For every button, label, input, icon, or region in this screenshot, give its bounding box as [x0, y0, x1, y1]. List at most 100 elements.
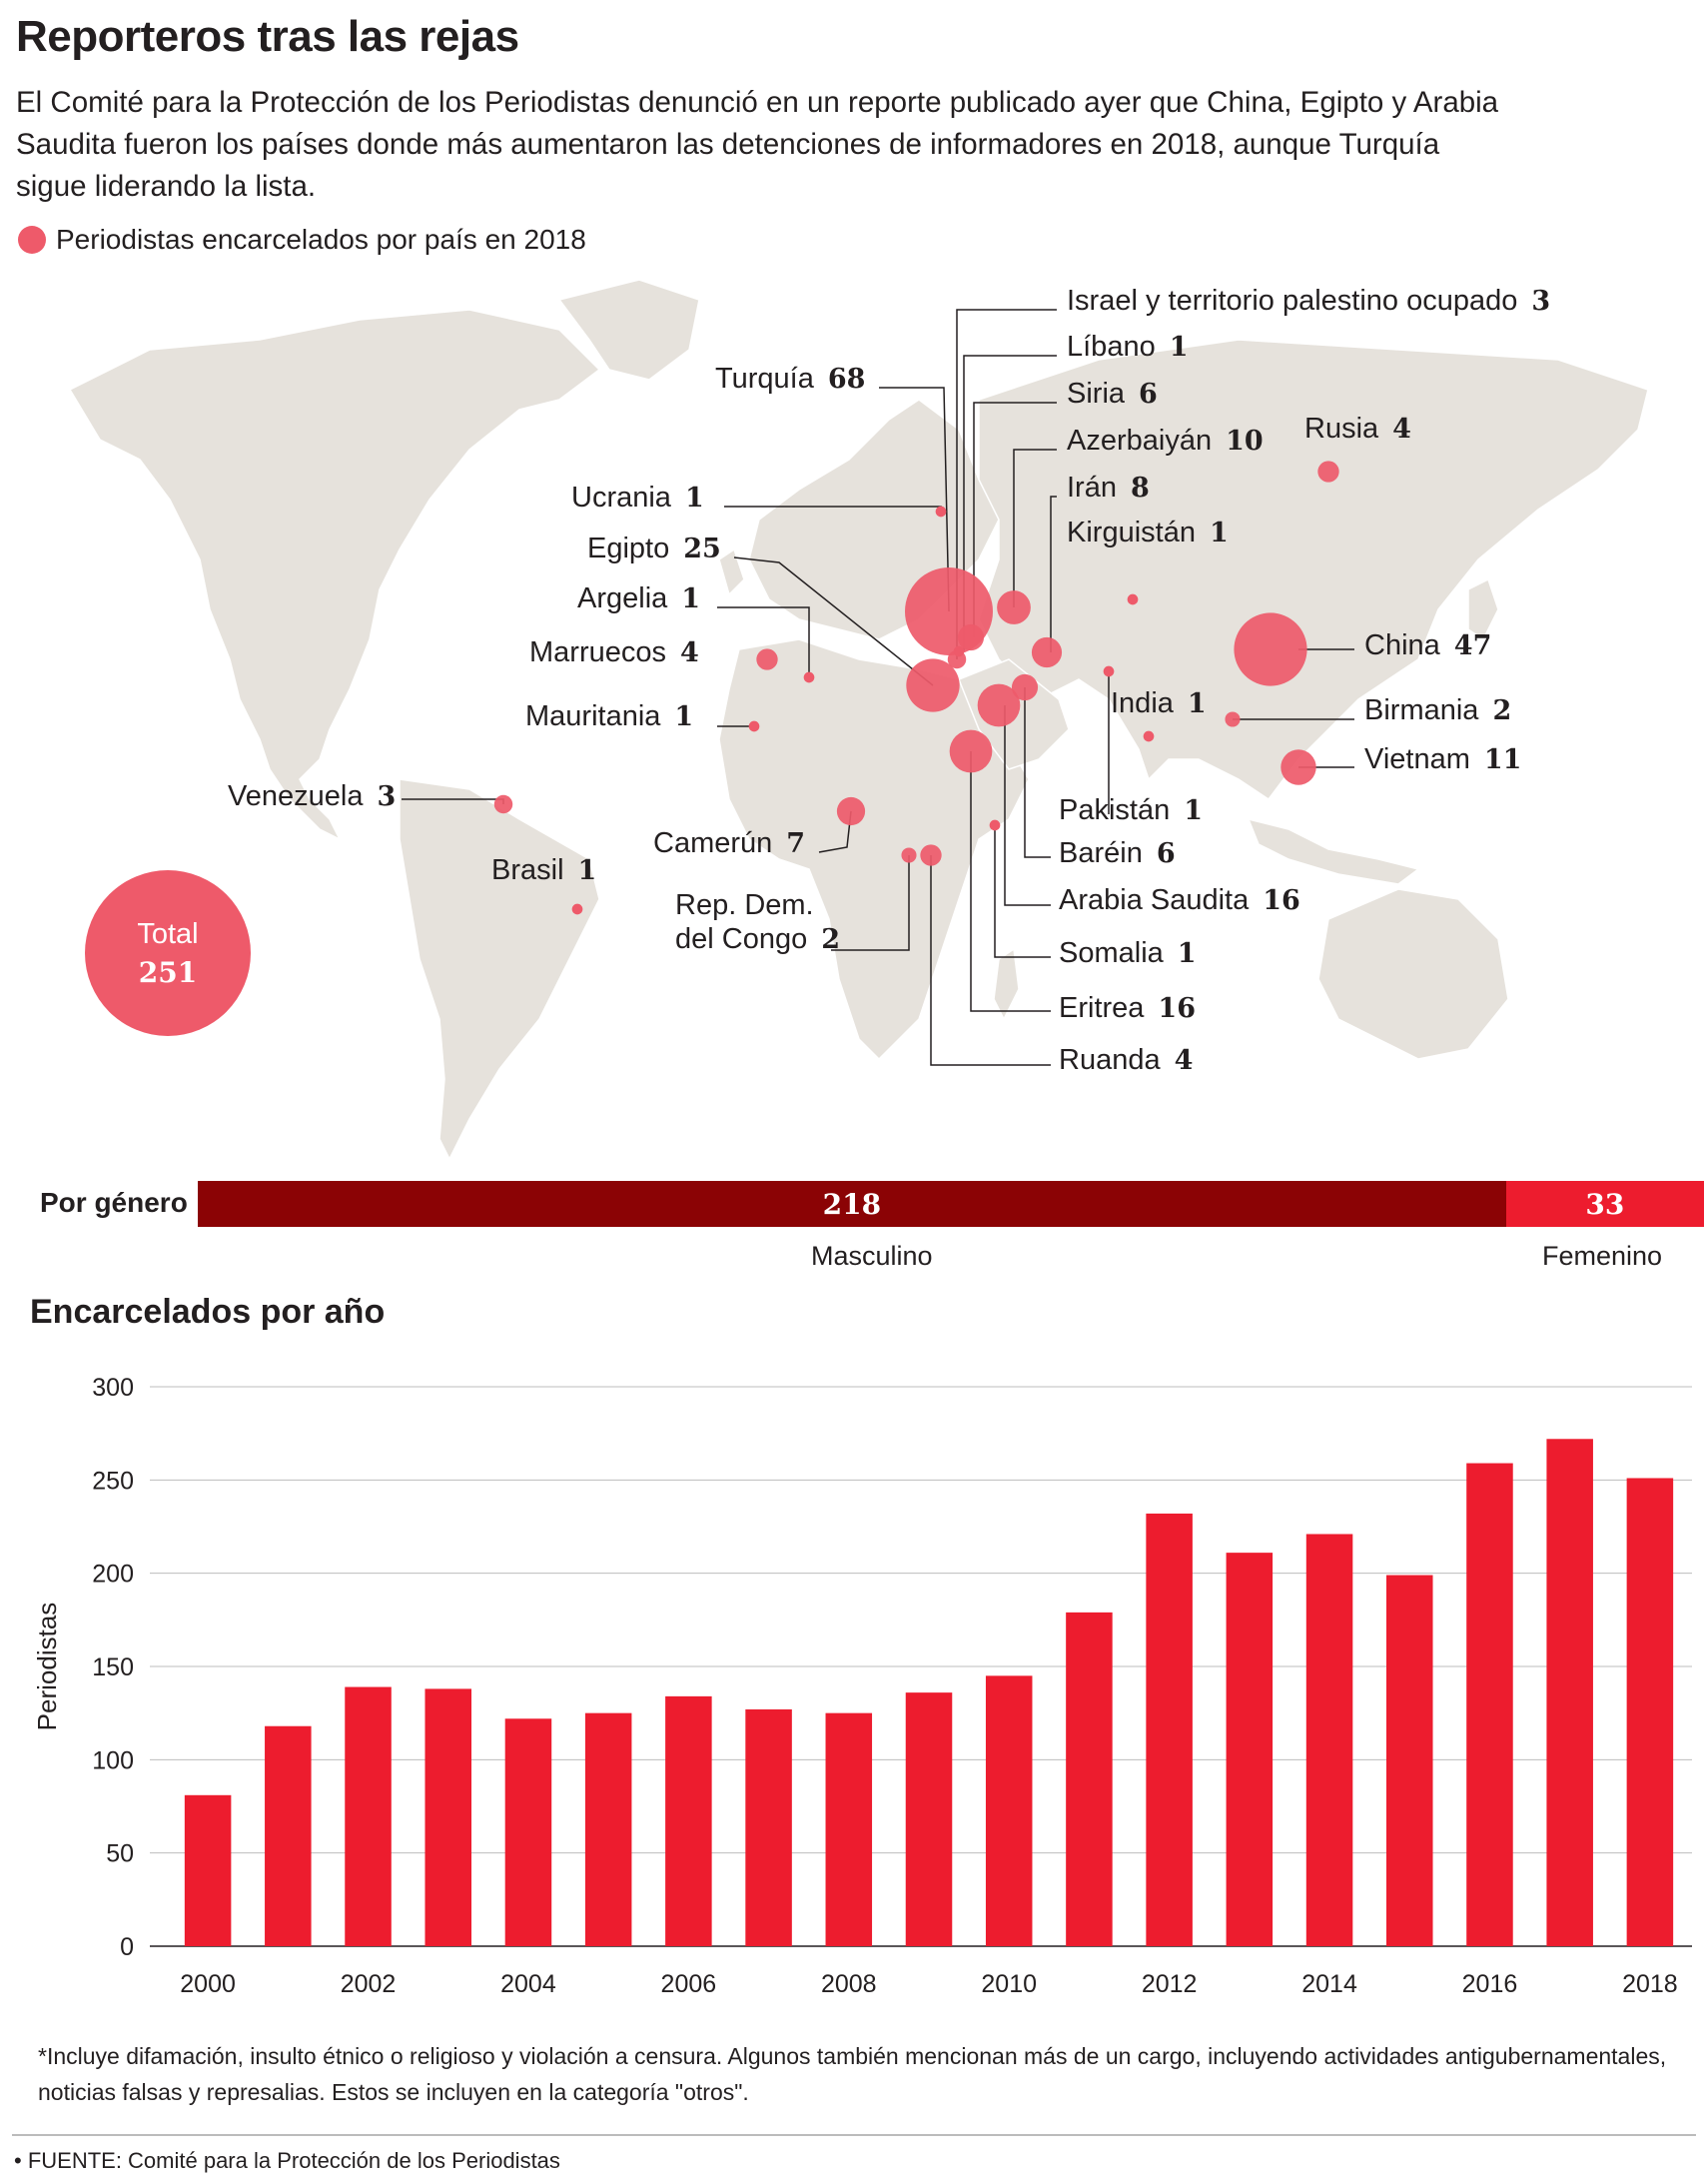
gender-bar: 218 33	[198, 1181, 1704, 1227]
australia-land	[1317, 888, 1509, 1060]
leader-barein	[1024, 687, 1051, 858]
bubble-somalia	[989, 819, 1001, 831]
male-label: Masculino	[811, 1241, 933, 1271]
bubble-india	[1143, 730, 1155, 742]
x-tick-2004: 2004	[500, 1970, 556, 1998]
bar-2008	[825, 1712, 873, 1946]
bubble-mauritania	[748, 720, 760, 732]
value-ruanda: 4	[1175, 1045, 1194, 1076]
label-somalia: Somalia 1	[1059, 937, 1197, 969]
bar-2013	[1226, 1553, 1274, 1946]
x-tick-2018: 2018	[1622, 1970, 1678, 1998]
bubble-marruecos	[756, 648, 778, 670]
page-title: Reporteros tras las rejas	[16, 12, 519, 61]
x-tick-2008: 2008	[821, 1970, 877, 1998]
bar-2001	[265, 1725, 312, 1946]
bar-2005	[584, 1712, 632, 1946]
value-argelia: 1	[681, 583, 700, 614]
bubble-barein	[1011, 673, 1039, 701]
bar-2000	[184, 1794, 232, 1946]
gender-label: Por género	[40, 1187, 188, 1218]
world-map: Israel y territorio palestino ocupado 3 Lí…	[68, 279, 1649, 1161]
leader-argelia	[717, 606, 810, 677]
x-tick-2012: 2012	[1142, 1970, 1198, 1998]
leader-azerbaiyan	[1013, 449, 1057, 607]
value-camerun: 7	[786, 828, 805, 859]
bar-2009	[905, 1692, 953, 1946]
bar-2014	[1305, 1534, 1353, 1946]
bubble-rep-dem-del-congo	[901, 847, 917, 863]
bubble-camerun	[836, 796, 866, 826]
y-tick-150: 150	[92, 1653, 134, 1681]
x-tick-2006: 2006	[661, 1970, 717, 1998]
bar-2012	[1146, 1513, 1193, 1946]
label-ucrania: Ucrania 1	[571, 482, 704, 514]
bar-2004	[504, 1718, 552, 1946]
total-circle	[85, 870, 251, 1036]
bubble-arabia-saudita	[977, 683, 1021, 727]
y-tick-300: 300	[92, 1374, 134, 1402]
bar-chart-title: Encarcelados por año	[30, 1293, 386, 1331]
gender-bar-female: 33	[1505, 1181, 1704, 1227]
bar-2018	[1626, 1478, 1674, 1946]
label-mauritania: Mauritania 1	[525, 700, 693, 732]
label-arabia-saudita: Arabia Saudita 16	[1059, 884, 1300, 916]
y-axis-label: Periodistas	[32, 1603, 62, 1731]
leader-rep-dem-del-congo	[831, 855, 910, 951]
value-brasil: 1	[578, 855, 597, 886]
bubble-china	[1234, 612, 1307, 686]
x-tick-2010: 2010	[981, 1970, 1037, 1998]
leader-iran	[1050, 496, 1057, 652]
japan-land	[1467, 577, 1499, 641]
label-ruanda: Ruanda 4	[1059, 1044, 1193, 1076]
label-rusia: Rusia 4	[1304, 413, 1411, 445]
value-israel-y-territorio-palestino-ocupado: 3	[1531, 286, 1550, 317]
bar-2011	[1066, 1612, 1113, 1946]
gender-bar-male: 218	[198, 1181, 1506, 1227]
uk-land	[718, 547, 745, 596]
leader-siria	[973, 402, 1057, 637]
label-camerun: Camerún 7	[653, 827, 805, 859]
value-arabia-saudita: 16	[1263, 885, 1300, 916]
total-label: Total	[137, 918, 198, 950]
bubble-vietnam	[1280, 749, 1316, 785]
bubble-brasil	[571, 903, 583, 915]
legend-bubble-icon	[18, 226, 46, 254]
y-tick-50: 50	[106, 1840, 134, 1868]
total-value: 251	[139, 956, 197, 989]
label-vietnam: Vietnam 11	[1364, 743, 1521, 775]
leader-arabia-saudita	[1004, 705, 1051, 906]
label-birmania: Birmania 2	[1364, 694, 1511, 726]
asia-land	[978, 339, 1649, 801]
x-tick-2002: 2002	[341, 1970, 397, 1998]
label-azerbaiyan: Azerbaiyán 10	[1067, 425, 1264, 457]
x-tick-2016: 2016	[1462, 1970, 1518, 1998]
leader-eritrea	[970, 751, 1051, 1012]
bubble-azerbaiyan	[997, 590, 1031, 624]
y-tick-0: 0	[120, 1933, 134, 1961]
label-kirguistan: Kirguistán 1	[1067, 517, 1229, 548]
value-india: 1	[1188, 688, 1207, 719]
value-eritrea: 16	[1158, 993, 1196, 1024]
intro-text: El Comité para la Protección de los Peri…	[16, 86, 1499, 203]
bubble-ucrania	[935, 506, 947, 518]
x-tick-2014: 2014	[1301, 1970, 1357, 1998]
label-pakistan: Pakistán 1	[1059, 794, 1203, 826]
bar-2010	[985, 1675, 1033, 1946]
male-value: 218	[822, 1187, 882, 1221]
label-brasil: Brasil 1	[491, 854, 596, 886]
leader-israel-y-territorio-palestino-ocupado	[956, 309, 1057, 659]
female-label: Femenino	[1542, 1241, 1663, 1271]
value-venezuela: 3	[377, 781, 396, 812]
bubble-layer	[493, 461, 1339, 915]
label-egipto: Egipto 25	[587, 533, 721, 564]
bar-2006	[665, 1695, 712, 1946]
bubble-birmania	[1225, 711, 1241, 727]
value-birmania: 2	[1492, 695, 1511, 726]
label-siria: Siria 6	[1067, 378, 1158, 410]
bubble-eritrea	[949, 729, 993, 773]
label-argelia: Argelia 1	[577, 582, 700, 614]
leader-ruanda	[930, 855, 1051, 1066]
value-pakistan: 1	[1184, 795, 1203, 826]
